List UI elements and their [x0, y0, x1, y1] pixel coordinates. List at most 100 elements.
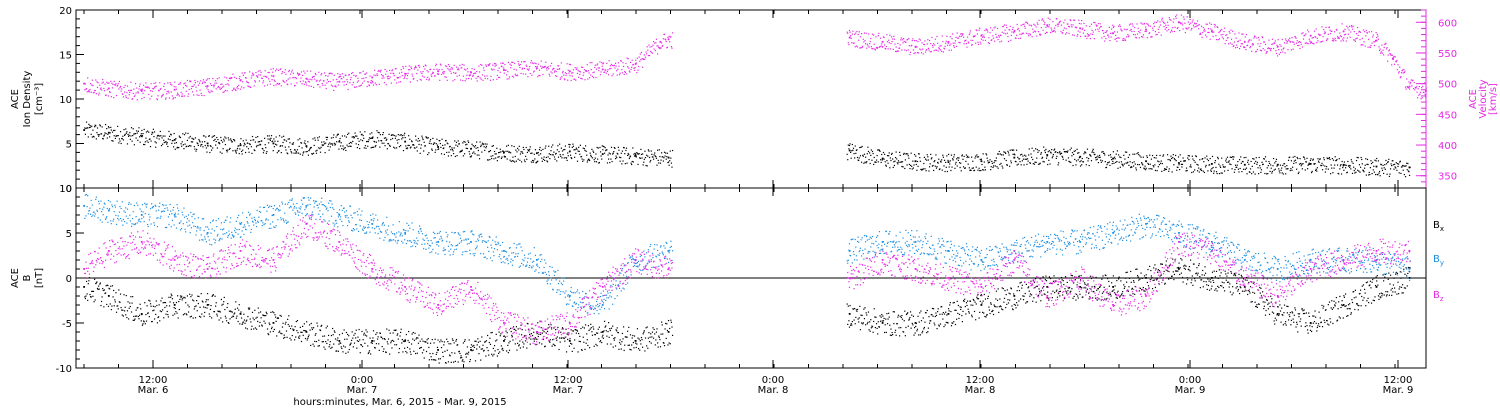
- velocity-point: [159, 82, 161, 84]
- density-point: [539, 146, 541, 149]
- velocity-point: [250, 86, 252, 88]
- field-bx-point: [249, 318, 251, 320]
- velocity-point: [859, 36, 862, 38]
- velocity-point: [1131, 30, 1133, 33]
- velocity-point: [1128, 35, 1130, 37]
- density-point: [491, 145, 493, 147]
- velocity-point: [115, 83, 117, 85]
- velocity-point: [266, 76, 268, 78]
- velocity-point: [606, 70, 609, 73]
- density-point: [1403, 165, 1405, 167]
- velocity-point: [620, 60, 622, 62]
- field-bx-point: [167, 316, 169, 318]
- field-bx-point: [133, 315, 135, 318]
- field-bx-point: [317, 345, 319, 347]
- density-point: [669, 160, 671, 162]
- field-bx-point: [323, 335, 326, 337]
- velocity-point: [370, 82, 372, 84]
- density-point: [1032, 163, 1034, 165]
- density-point: [321, 141, 323, 143]
- velocity-point: [671, 47, 673, 49]
- density-point: [556, 160, 558, 162]
- velocity-point: [1070, 19, 1072, 22]
- velocity-point: [1305, 33, 1307, 35]
- velocity-point: [481, 74, 484, 76]
- velocity-point: [1072, 24, 1074, 26]
- velocity-point: [658, 47, 660, 49]
- density-point: [1341, 160, 1343, 163]
- velocity-point: [1378, 46, 1380, 48]
- density-point: [267, 138, 269, 140]
- velocity-point: [489, 63, 491, 65]
- velocity-point: [926, 49, 928, 51]
- velocity-point: [1126, 28, 1128, 30]
- density-point: [298, 152, 300, 154]
- density-point: [517, 158, 519, 160]
- velocity-point: [1374, 40, 1377, 42]
- velocity-point: [445, 76, 447, 78]
- density-point: [302, 154, 304, 156]
- density-point: [224, 143, 227, 146]
- density-point: [179, 136, 182, 139]
- density-point: [567, 155, 569, 157]
- velocity-point: [1210, 30, 1213, 33]
- velocity-point: [179, 82, 182, 84]
- velocity-point: [413, 68, 416, 70]
- density-point: [1343, 161, 1346, 163]
- velocity-point: [1115, 34, 1117, 36]
- velocity-point: [301, 83, 303, 85]
- field-bx-point: [153, 309, 155, 311]
- velocity-point: [410, 67, 413, 70]
- density-point: [591, 148, 593, 150]
- velocity-point: [598, 67, 600, 69]
- velocity-point: [529, 65, 531, 68]
- density-point: [395, 135, 397, 137]
- velocity-point: [278, 83, 280, 85]
- density-point: [1342, 166, 1344, 169]
- velocity-point: [580, 66, 583, 68]
- velocity-point: [908, 38, 910, 40]
- field-bx-point: [262, 314, 265, 317]
- density-point: [552, 144, 554, 146]
- velocity-point: [992, 35, 994, 37]
- density-point: [888, 152, 890, 154]
- density-point: [198, 140, 201, 142]
- density-point: [955, 161, 957, 163]
- density-point: [546, 161, 549, 163]
- velocity-point: [288, 70, 290, 73]
- velocity-point: [148, 87, 150, 89]
- density-point: [643, 158, 645, 160]
- velocity-point: [1415, 87, 1417, 89]
- density-point: [307, 154, 310, 156]
- velocity-point: [193, 94, 195, 96]
- velocity-point: [325, 74, 327, 77]
- velocity-point: [1048, 26, 1050, 28]
- velocity-point: [93, 91, 95, 94]
- density-point: [534, 158, 536, 160]
- velocity-point: [290, 83, 292, 85]
- density-point: [1135, 167, 1137, 169]
- density-point: [450, 149, 452, 151]
- velocity-point: [1181, 24, 1184, 26]
- velocity-point: [1105, 37, 1107, 40]
- field-bx-point: [124, 306, 126, 308]
- density-point: [860, 146, 862, 148]
- velocity-point: [486, 75, 488, 77]
- velocity-point: [1257, 43, 1259, 45]
- field-bx-point: [412, 338, 414, 340]
- field-bx-point: [114, 301, 116, 303]
- field-bx-point: [408, 341, 410, 343]
- velocity-point: [598, 70, 600, 72]
- velocity-point: [107, 82, 109, 84]
- velocity-point: [1151, 27, 1154, 29]
- velocity-point: [416, 80, 418, 82]
- field-bx-point: [428, 346, 430, 349]
- density-point: [882, 157, 884, 160]
- density-point: [1145, 169, 1147, 171]
- density-point: [854, 157, 856, 159]
- density-point: [394, 147, 396, 149]
- field-bx-point: [275, 320, 277, 322]
- field-bx-point: [422, 340, 424, 342]
- density-point: [287, 138, 289, 140]
- velocity-point: [1269, 48, 1271, 50]
